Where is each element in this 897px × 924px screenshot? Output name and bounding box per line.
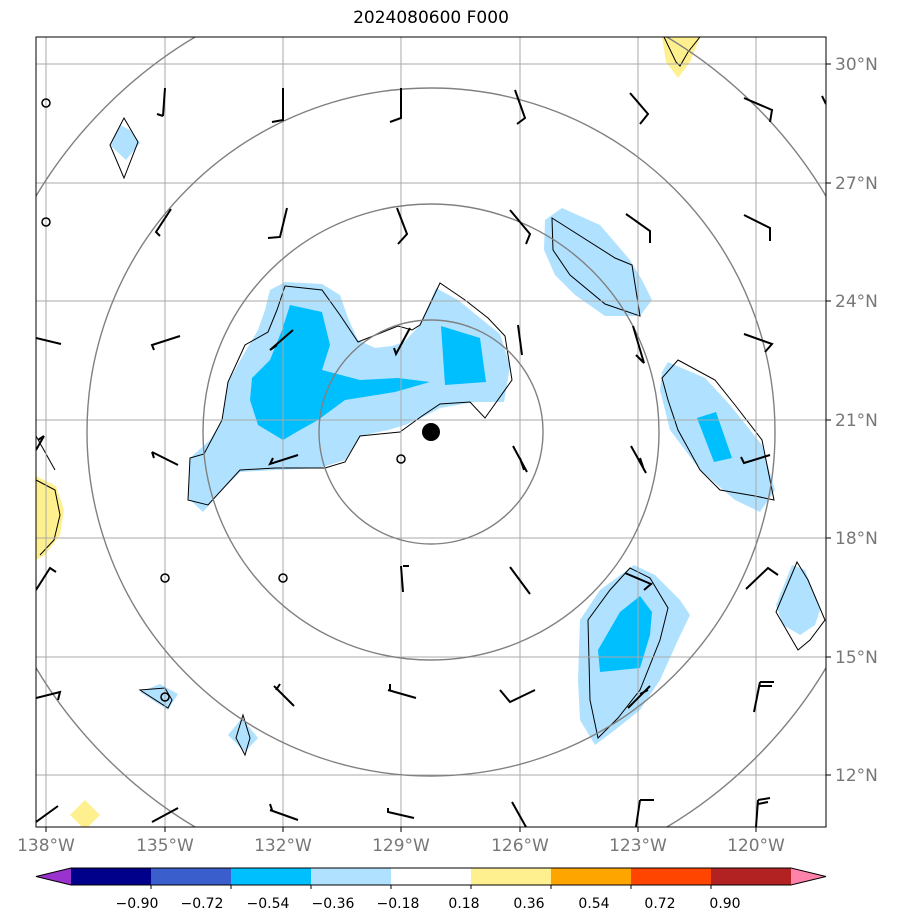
colorbar-segment [151,868,232,885]
colorbar-tick-label: −0.54 [247,896,290,912]
colorbar-tick-label: 0.72 [644,896,675,912]
colorbar-labels: −0.90 −0.72 −0.54 −0.36 −0.18 0.18 0.36 … [116,896,741,912]
lon-axis [45,827,757,832]
colorbar-tick-label: −0.36 [312,896,355,912]
lon-label: 123°W [609,836,667,856]
colorbar-tick-label: −0.72 [181,896,224,912]
calm-station-icon [41,217,51,227]
calm-station-icon [278,573,288,583]
colorbar-tick-label: 0.90 [709,896,740,912]
colorbar-segment [231,868,312,885]
lat-label: 30°N [835,55,878,75]
colorbar-extend-right [791,868,826,885]
lat-label: 18°N [835,529,878,549]
lat-label: 15°N [835,648,878,668]
wind-barbs [36,87,826,827]
colorbar-segment [391,868,472,885]
lat-label: 12°N [835,766,878,786]
lon-label: 126°W [491,836,549,856]
lon-label: 120°W [727,836,785,856]
lat-label: 27°N [835,174,878,194]
colorbar-tick-label: −0.90 [116,896,159,912]
colorbar-segment [551,868,632,885]
map-plot-area [36,37,826,827]
lat-axis [826,63,831,776]
anomaly-contours [36,37,826,757]
map-title: 2024080600 F000 [353,8,509,28]
colorbar-segment [71,868,152,885]
lon-label: 132°W [254,836,312,856]
range-rings [36,37,826,827]
colorbar-outline [35,867,827,886]
plot-frame [35,36,827,828]
calm-station-icon [396,454,406,464]
lon-label: 138°W [17,836,75,856]
calm-station-icon [160,573,170,583]
calm-station-icon [160,692,170,702]
lat-label: 24°N [835,292,878,312]
colorbar-tick-label: −0.18 [377,896,420,912]
colorbar-extend-left [36,868,71,885]
colorbar-segment [311,868,392,885]
calm-station-icon [41,98,51,108]
colorbar-segment [711,868,792,885]
lon-label: 129°W [372,836,430,856]
colorbar-tick-label: 0.54 [578,896,609,912]
colorbar-segment [471,868,552,885]
colorbar-tick-label: 0.36 [513,896,544,912]
lon-label: 135°W [136,836,194,856]
gridlines [36,37,826,827]
colorbar-tick-label: 0.18 [448,896,479,912]
positive-anomaly-fill [36,37,700,827]
colorbar-segment [631,868,712,885]
storm-center-marker [422,423,440,441]
colorbar [35,867,827,889]
lat-label: 21°N [835,411,878,431]
